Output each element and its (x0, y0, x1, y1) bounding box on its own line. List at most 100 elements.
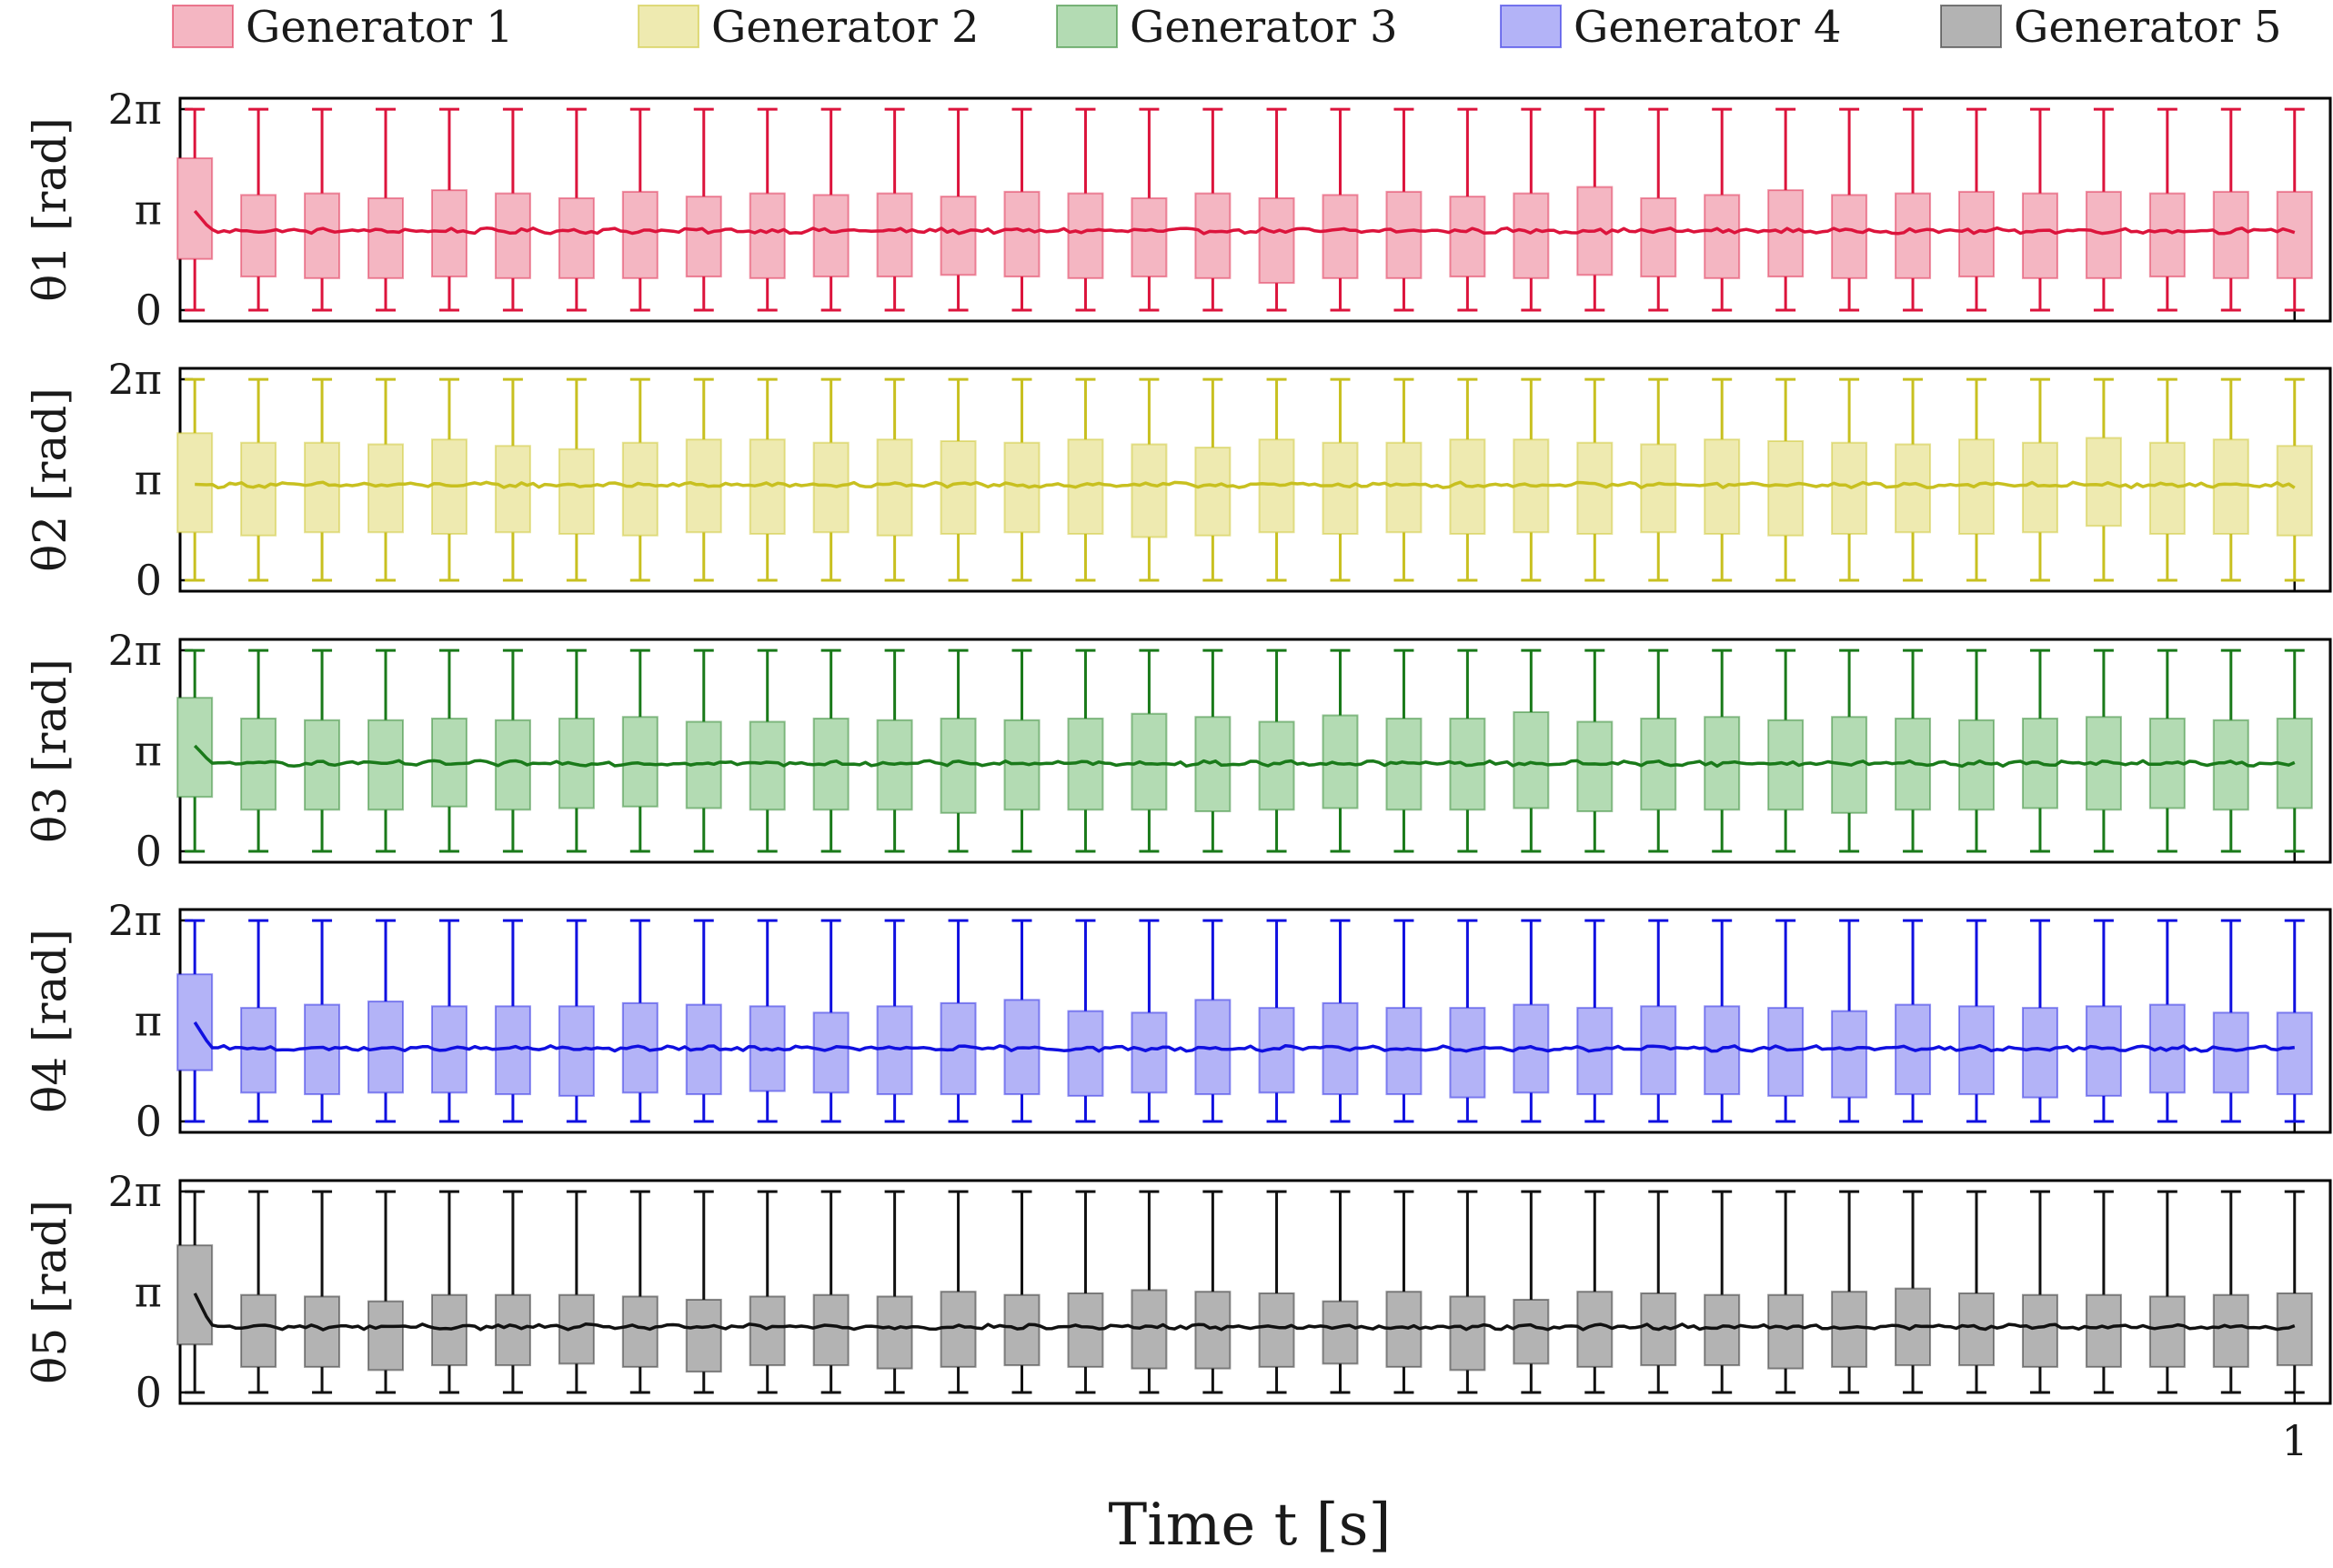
box-iqr (1958, 190, 1996, 278)
y-axis-label: θ3 [rad] (24, 658, 76, 843)
box-17 (1194, 919, 1232, 1123)
box-18 (1258, 919, 1295, 1123)
box-11 (812, 648, 850, 853)
box-iqr (2021, 441, 2058, 534)
box-22 (1513, 1190, 1550, 1394)
box-14 (1003, 648, 1041, 853)
x-axis: 1 Time t [s] (1109, 1416, 2308, 1559)
box-iqr (240, 194, 277, 278)
box-5 (430, 919, 468, 1123)
box-10 (749, 377, 786, 582)
box-iqr (2085, 190, 2122, 279)
legend: Generator 1 Generator 2 Generator 3 Generat… (172, 2, 2282, 53)
box-iqr (558, 447, 595, 535)
box-25 (1704, 1190, 1741, 1394)
box-17 (1194, 1190, 1232, 1394)
box-1 (176, 1190, 214, 1394)
box-iqr (494, 1005, 531, 1096)
box-16 (1131, 377, 1168, 582)
y-tick-label: 2π (108, 626, 163, 675)
box-iqr (1131, 443, 1168, 538)
box-9 (685, 377, 722, 582)
box-iqr (1385, 190, 1423, 279)
box-iqr (1067, 1292, 1104, 1368)
box-28 (1895, 648, 1932, 853)
box-iqr (304, 1295, 341, 1368)
box-28 (1895, 107, 1932, 312)
box-24 (1640, 107, 1677, 312)
box-12 (876, 107, 913, 312)
panel-4: 0 π 2π θ4 [rad] (24, 896, 2332, 1146)
legend-label: Generator 3 (1130, 2, 1398, 53)
box-31 (2085, 648, 2122, 853)
box-iqr (621, 1295, 659, 1368)
box-iqr (2212, 438, 2249, 535)
box-iqr (367, 196, 405, 279)
box-32 (2148, 648, 2186, 853)
box-1 (176, 919, 214, 1123)
box-iqr (749, 720, 786, 811)
box-iqr (2212, 1293, 2249, 1368)
theta-trace (193, 1021, 2296, 1053)
box-1 (176, 648, 214, 853)
box-12 (876, 919, 913, 1123)
box-30 (2021, 919, 2058, 1123)
box-iqr (1131, 1011, 1168, 1094)
box-8 (621, 107, 659, 312)
box-iqr (2276, 445, 2313, 537)
box-8 (621, 1190, 659, 1394)
box-24 (1640, 1190, 1677, 1394)
box-11 (812, 919, 850, 1123)
box-iqr (1513, 1298, 1550, 1365)
box-29 (1958, 1190, 1996, 1394)
box-iqr (1640, 196, 1677, 278)
box-iqr (812, 194, 850, 278)
box-19 (1322, 377, 1359, 582)
box-33 (2212, 1190, 2249, 1394)
box-3 (304, 919, 341, 1123)
box-13 (940, 377, 977, 582)
box-iqr (1767, 1007, 1805, 1097)
box-iqr (940, 1291, 977, 1368)
box-27 (1831, 919, 1868, 1123)
box-2 (240, 648, 277, 853)
panel-1: 0 π 2π θ1 [rad] (24, 85, 2332, 335)
box-iqr (1513, 710, 1550, 809)
theta-trace (193, 744, 2296, 769)
box-6 (494, 1190, 531, 1394)
legend-swatch (1940, 5, 2002, 48)
box-iqr (1194, 192, 1232, 279)
box-34 (2276, 107, 2313, 312)
box-iqr (1322, 441, 1359, 535)
box-23 (1576, 919, 1614, 1123)
box-iqr (494, 192, 531, 279)
y-tick-label: 0 (136, 827, 162, 876)
box-23 (1576, 107, 1614, 312)
box-6 (494, 648, 531, 853)
box-iqr (367, 719, 405, 811)
box-34 (2276, 377, 2313, 582)
box-26 (1767, 107, 1805, 312)
y-axis-label: θ5 [rad] (24, 1200, 76, 1384)
box-20 (1385, 1190, 1423, 1394)
box-17 (1194, 377, 1232, 582)
box-6 (494, 107, 531, 312)
box-iqr (494, 1293, 531, 1367)
box-14 (1003, 919, 1041, 1123)
box-11 (812, 1190, 850, 1394)
box-iqr (1194, 447, 1232, 537)
y-axis-label: θ2 [rad] (24, 387, 76, 572)
box-34 (2276, 919, 2313, 1123)
box-iqr (876, 192, 913, 278)
theta-trace (193, 1292, 2296, 1332)
box-9 (685, 1190, 722, 1394)
box-2 (240, 107, 277, 312)
box-iqr (2212, 719, 2249, 811)
box-21 (1449, 648, 1486, 853)
box-iqr (1704, 194, 1741, 279)
box-23 (1576, 1190, 1614, 1394)
legend-entry-1: Generator 1 (172, 2, 514, 53)
legend-label: Generator 2 (711, 2, 980, 53)
box-iqr (1513, 192, 1550, 279)
